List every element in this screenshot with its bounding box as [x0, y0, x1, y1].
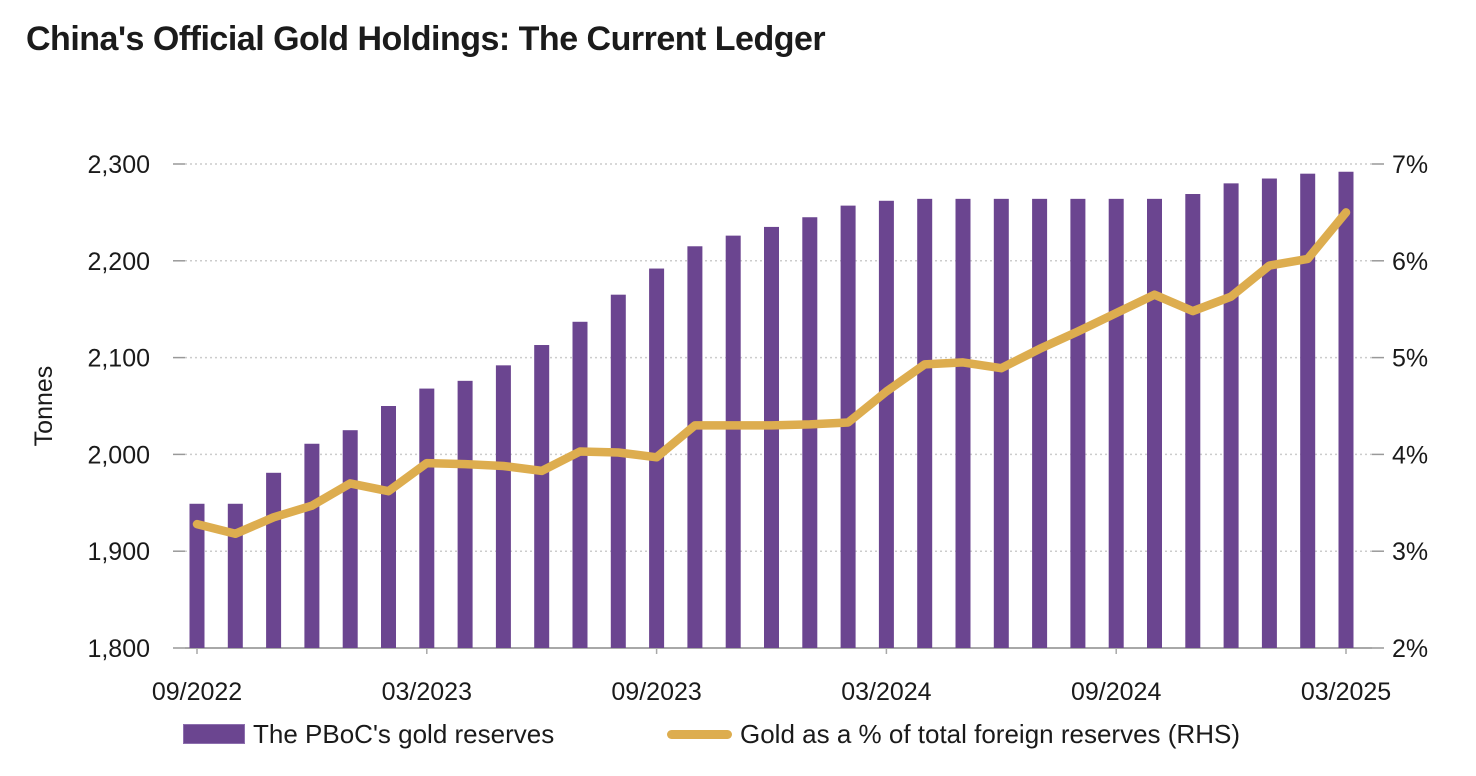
legend-item-gold-reserves: The PBoC's gold reserves [183, 716, 554, 752]
right-axis-tick: 2% [1392, 635, 1428, 663]
gold-percent-polyline [192, 208, 1351, 539]
gold-reserves-bar [457, 380, 473, 648]
right-axis-tick: 4% [1392, 441, 1428, 469]
gold-reserves-bar [955, 198, 971, 648]
gold-reserves-bar [1108, 198, 1124, 648]
x-axis-tick: 03/2023 [382, 678, 472, 706]
gold-reserves-bars [189, 171, 1354, 649]
legend-label-gold-percent: Gold as a % of total foreign reserves (R… [740, 718, 1240, 749]
gold-reserves-bar [725, 235, 741, 648]
gold-reserves-bar [572, 321, 588, 648]
gold-reserves-bar [1300, 173, 1316, 648]
x-axis-tick: 09/2023 [611, 678, 701, 706]
legend-label-gold-reserves: The PBoC's gold reserves [253, 718, 555, 749]
gold-reserves-bar [1223, 183, 1239, 649]
line-swatch-icon [667, 729, 732, 739]
left-axis-tick: 1,800 [87, 635, 150, 663]
gold-reserves-bar [802, 217, 818, 649]
gold-reserves-bar [534, 345, 550, 648]
left-axis-tick: 2,100 [87, 345, 150, 373]
chart-title: China's Official Gold Holdings: The Curr… [26, 20, 826, 58]
legend-item-gold-percent: Gold as a % of total foreign reserves (R… [667, 716, 1240, 752]
gold-reserves-bar [342, 430, 358, 648]
gold-reserves-bar [227, 503, 243, 648]
gold-reserves-bar [1338, 171, 1354, 648]
gold-reserves-bar [878, 200, 894, 648]
left-axis-tick: 1,900 [87, 538, 150, 566]
x-axis-tick: 09/2022 [152, 678, 242, 706]
gold-reserves-bar [1147, 198, 1162, 648]
gold-reserves-bar [917, 198, 933, 648]
bar-swatch-icon [183, 724, 245, 744]
gold-reserves-bar [1070, 198, 1086, 648]
gold-reserves-bar [1185, 194, 1201, 648]
x-axis-tick: 09/2024 [1071, 678, 1161, 706]
gold-reserves-bar [764, 226, 779, 649]
legend: The PBoC's gold reserves Gold as a % of … [0, 716, 1476, 756]
gold-reserves-bar [1261, 178, 1277, 648]
gold-reserves-bar [189, 503, 205, 648]
right-axis-tick: 5% [1392, 345, 1428, 373]
gold-reserves-bar [304, 443, 320, 648]
x-axis-tick: 03/2025 [1301, 678, 1391, 706]
gold-reserves-bar [840, 205, 856, 648]
right-axis-tick: 7% [1392, 151, 1428, 179]
gold-reserves-bar [687, 246, 703, 648]
gold-reserves-bar [495, 365, 511, 648]
gold-percent-line [192, 208, 1351, 539]
gold-reserves-bar [419, 388, 435, 648]
gold-reserves-bar [381, 406, 396, 648]
right-axis-tick: 6% [1392, 248, 1428, 276]
gold-reserves-bar [266, 472, 282, 648]
gold-reserves-bar [610, 294, 626, 648]
left-axis-label: Tonnes [30, 366, 58, 447]
left-axis-tick: 2,300 [87, 151, 150, 179]
axes: 1,800 2% 1,900 3% 2,000 4% 2,100 5% 2,200 6% 2,300… [30, 151, 1428, 706]
x-axis-tick: 03/2024 [841, 678, 931, 706]
gold-reserves-bar [993, 198, 1009, 648]
right-axis-tick: 3% [1392, 538, 1428, 566]
gold-reserves-bar [1032, 198, 1048, 648]
left-axis-tick: 2,200 [87, 248, 150, 276]
left-axis-tick: 2,000 [87, 441, 150, 469]
